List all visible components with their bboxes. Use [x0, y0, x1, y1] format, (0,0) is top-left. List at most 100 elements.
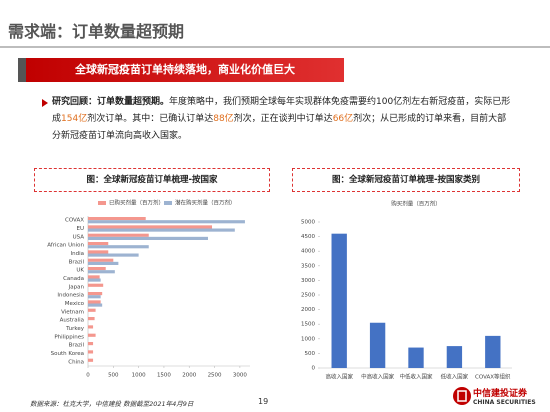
bar	[88, 342, 94, 346]
y-tick-label: 500	[305, 351, 316, 357]
chart-title: 图：全球新冠疫苗订单梳理-按国家类别	[292, 168, 520, 192]
y-tick-label: Indonesia	[57, 293, 84, 299]
x-tick-label: 中低收入国家	[399, 373, 433, 381]
bar	[88, 242, 109, 246]
bar	[88, 308, 96, 312]
y-tick-label: China	[68, 359, 84, 365]
y-tick-label: 5000	[301, 220, 315, 226]
y-tick-label: COVAX	[65, 218, 84, 224]
text-segment: 剂次，正在谈判中订单达	[233, 114, 333, 124]
bar	[88, 270, 115, 274]
bar	[88, 325, 94, 329]
y-tick-label: 4000	[301, 249, 315, 255]
bar	[408, 347, 424, 368]
y-tick-label: Mexico	[65, 301, 85, 307]
bar	[446, 346, 463, 368]
text-segment: 154亿	[61, 114, 88, 124]
logo-circle	[453, 387, 471, 405]
x-tick-label: 中高收入国家	[361, 373, 395, 381]
y-tick-label: 0	[312, 366, 316, 372]
bar	[88, 228, 235, 232]
x-tick-label: COVAX等组织	[475, 373, 511, 381]
x-tick-label: 2500	[208, 373, 222, 379]
source-note: 数据来源：杜克大学，中信建投 数据截至2021年4月9日	[30, 400, 194, 408]
bar	[88, 275, 100, 279]
bar	[88, 358, 94, 362]
bar	[88, 245, 149, 249]
bar	[88, 220, 245, 224]
slide-title: 需求端：订单数量超预期	[8, 22, 185, 41]
y-tick-label: Vietnam	[61, 309, 84, 315]
bar	[485, 335, 501, 368]
bar	[88, 300, 101, 304]
paragraph: 研究回顾：订单数量超预期。年度策略中，我们预期全球每年实现群体免疫需要约100亿…	[52, 94, 512, 145]
x-tick-label: 0	[86, 373, 90, 379]
y-tick-label: 3500	[301, 263, 315, 269]
text-segment: 研究回顾：订单数量超预期。	[52, 97, 170, 107]
y-tick-label: India	[71, 251, 85, 257]
text-segment: 剂次；从已形成的订单来看，目前大部分新冠疫苗订单流向高收入国家。	[52, 114, 507, 141]
page-number: 19	[258, 397, 269, 406]
bar	[88, 303, 103, 307]
banner-tip	[18, 58, 26, 82]
x-tick-label: 1000	[132, 373, 146, 379]
y-tick-label: 4500	[301, 234, 315, 240]
bar	[88, 233, 149, 237]
legend-label: 已购买剂量（百万剂）	[109, 199, 164, 207]
bar	[88, 253, 139, 257]
x-tick-label: 2000	[182, 373, 196, 379]
bar	[88, 292, 103, 296]
y-tick-label: 2000	[301, 307, 315, 313]
legend-swatch	[98, 201, 106, 205]
bar	[88, 236, 208, 240]
y-axis-title: 购买剂量（百万剂）	[391, 200, 441, 208]
x-tick-label: 1500	[157, 373, 171, 379]
y-tick-label: 2500	[301, 293, 315, 299]
bar	[88, 283, 104, 287]
bar	[88, 258, 114, 262]
y-tick-label: 3000	[301, 278, 315, 284]
bar	[331, 233, 347, 368]
bar	[88, 333, 96, 337]
bar	[88, 278, 101, 282]
bar	[88, 267, 106, 271]
bar	[88, 295, 101, 299]
chart-title: 图：全球新冠疫苗订单梳理-按国家	[34, 168, 270, 192]
bar	[88, 217, 146, 221]
y-tick-label: EU	[76, 226, 84, 232]
y-tick-label: UK	[76, 268, 84, 274]
x-tick-label: 500	[108, 373, 119, 379]
legend-label: 潜在购买剂量（百万剂）	[175, 199, 236, 207]
text-segment: 66亿	[332, 114, 354, 124]
text-segment: 剂次订单。其中：已确认订单达	[87, 114, 214, 124]
bar	[88, 317, 95, 321]
x-tick-label: 3000	[233, 373, 247, 379]
bar	[88, 250, 109, 254]
y-tick-label: USA	[73, 234, 85, 240]
legend-swatch	[164, 201, 172, 205]
banner: 全球新冠疫苗订单持续落地，商业化价值巨大	[26, 58, 344, 82]
y-tick-label: Philippines	[54, 334, 84, 340]
bar	[88, 261, 119, 265]
logo-name: 中信建投证券	[473, 389, 528, 399]
x-tick-label: 低收入国家	[441, 373, 469, 381]
logo-mark	[457, 390, 467, 402]
y-tick-label: African Union	[47, 243, 84, 249]
y-tick-label: Australia	[60, 318, 84, 324]
logo-icon	[453, 387, 471, 405]
y-tick-label: Turkey	[65, 326, 85, 332]
y-tick-label: Brazil	[69, 343, 85, 349]
bullet-arrow	[42, 99, 48, 107]
text-segment: 88亿	[213, 114, 234, 124]
y-tick-label: Japan	[68, 284, 85, 290]
y-tick-label: 1500	[301, 322, 315, 328]
x-tick-label: 高收入国家	[325, 373, 353, 381]
y-tick-label: Canada	[63, 276, 84, 282]
y-tick-label: 1000	[301, 336, 315, 342]
bar	[88, 350, 94, 354]
y-tick-label: Brazil	[69, 259, 85, 265]
text-segment: 年度策略中，我们预期全球每年实现群体免疫需要约100亿剂左右新冠疫苗，实际已形成	[52, 97, 511, 124]
divider	[0, 46, 550, 48]
